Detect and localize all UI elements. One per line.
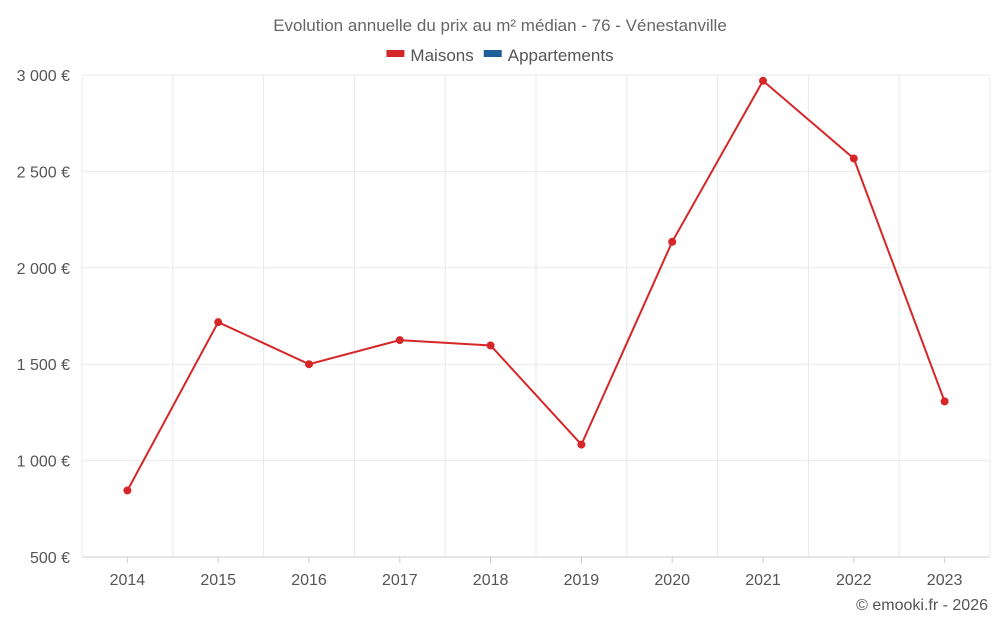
legend-label: Appartements xyxy=(508,46,614,65)
data-point[interactable] xyxy=(214,318,223,327)
x-tick-label: 2014 xyxy=(110,572,146,589)
data-point[interactable] xyxy=(486,341,495,350)
x-tick-label: 2022 xyxy=(836,572,872,589)
y-tick-label: 2 000 € xyxy=(17,261,70,278)
data-point[interactable] xyxy=(668,237,677,246)
legend-item-maisons[interactable]: Maisons xyxy=(386,46,474,65)
legend-swatch xyxy=(483,50,502,57)
y-tick-label: 500 € xyxy=(30,550,70,567)
axes: 500 € 1 000 € 1 500 € 2 000 € 2 500 € 3 000 €… xyxy=(17,68,990,589)
chart-title: Evolution annuelle du prix au m² médian … xyxy=(273,16,727,35)
y-tick-label: 1 500 € xyxy=(17,357,70,374)
x-tick-label: 2023 xyxy=(927,572,963,589)
data-point[interactable] xyxy=(305,360,313,369)
credit-text: © emooki.fr - 2026 xyxy=(856,597,988,614)
y-tick-label: 1 000 € xyxy=(17,454,70,471)
legend: Maisons Appartements xyxy=(386,46,614,65)
legend-label: Maisons xyxy=(410,46,473,65)
data-point[interactable] xyxy=(123,486,132,495)
data-point[interactable] xyxy=(577,440,586,449)
x-tick-label: 2021 xyxy=(745,572,781,589)
x-tick-label: 2015 xyxy=(200,572,236,589)
x-tick-label: 2017 xyxy=(382,572,418,589)
legend-swatch xyxy=(386,50,405,57)
x-tick-label: 2018 xyxy=(473,572,509,589)
x-tick-label: 2019 xyxy=(564,572,600,589)
y-tick-label: 2 500 € xyxy=(17,164,70,181)
data-point[interactable] xyxy=(759,76,767,85)
data-point[interactable] xyxy=(395,336,404,345)
x-tick-label: 2016 xyxy=(291,572,327,589)
gridlines xyxy=(81,74,991,557)
series-line-maisons xyxy=(126,79,946,491)
series-layer xyxy=(123,76,949,495)
legend-item-appartements[interactable]: Appartements xyxy=(483,46,614,65)
data-point[interactable] xyxy=(849,154,858,163)
data-point[interactable] xyxy=(940,397,949,406)
x-tick-label: 2020 xyxy=(654,572,690,589)
y-tick-label: 3 000 € xyxy=(17,68,70,85)
